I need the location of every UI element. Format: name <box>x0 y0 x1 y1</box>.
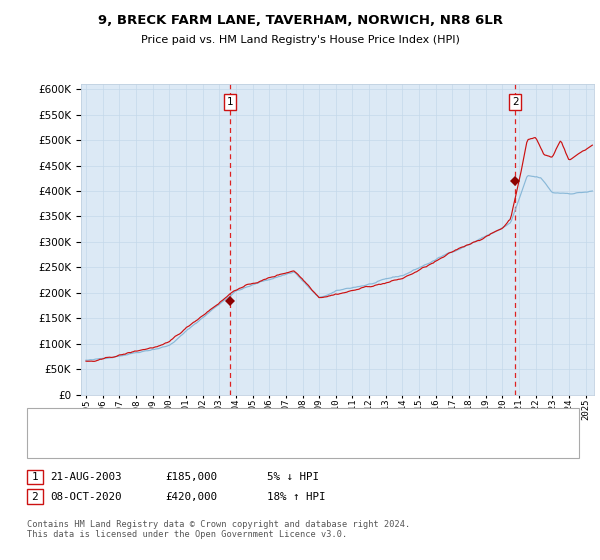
Text: HPI: Average price, detached house, Broadland: HPI: Average price, detached house, Broa… <box>64 438 329 448</box>
Text: 1: 1 <box>31 472 38 482</box>
Text: 5% ↓ HPI: 5% ↓ HPI <box>267 472 319 482</box>
Text: 2: 2 <box>512 97 518 107</box>
Text: 18% ↑ HPI: 18% ↑ HPI <box>267 492 325 502</box>
Text: 21-AUG-2003: 21-AUG-2003 <box>50 472 121 482</box>
Text: 1: 1 <box>227 97 233 107</box>
Text: Contains HM Land Registry data © Crown copyright and database right 2024.
This d: Contains HM Land Registry data © Crown c… <box>27 520 410 539</box>
Text: 08-OCT-2020: 08-OCT-2020 <box>50 492 121 502</box>
Text: Price paid vs. HM Land Registry's House Price Index (HPI): Price paid vs. HM Land Registry's House … <box>140 35 460 45</box>
Text: 9, BRECK FARM LANE, TAVERHAM, NORWICH, NR8 6LR: 9, BRECK FARM LANE, TAVERHAM, NORWICH, N… <box>97 14 503 27</box>
Text: 2: 2 <box>31 492 38 502</box>
Text: £420,000: £420,000 <box>165 492 217 502</box>
Text: £185,000: £185,000 <box>165 472 217 482</box>
Text: 9, BRECK FARM LANE, TAVERHAM, NORWICH, NR8 6LR (detached house): 9, BRECK FARM LANE, TAVERHAM, NORWICH, N… <box>64 416 434 426</box>
